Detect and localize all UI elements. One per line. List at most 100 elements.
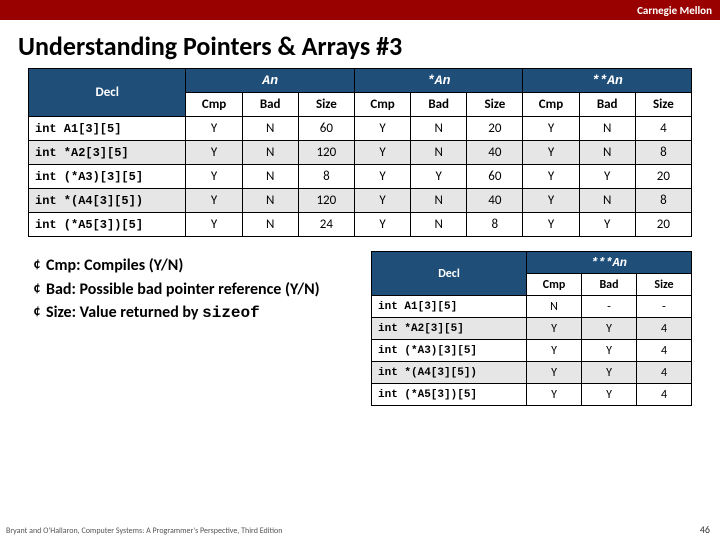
sub-size: Size <box>298 93 354 117</box>
value-cell: N <box>411 117 467 141</box>
value-cell: 8 <box>635 141 691 165</box>
sub-cmp: Cmp <box>527 274 582 296</box>
table-row: int (*A3)[3][5]YN8YY60YY20 <box>29 165 692 189</box>
sub-size: Size <box>637 274 692 296</box>
value-cell: Y <box>527 340 582 362</box>
slide-title: Understanding Pointers & Arrays #3 <box>0 20 720 68</box>
legend-bad-text: Bad: Possible bad pointer reference (Y/N… <box>46 279 320 301</box>
value-cell: Y <box>523 189 579 213</box>
decl-cell: int A1[3][5] <box>372 296 527 318</box>
value-cell: N <box>411 213 467 237</box>
value-cell: 4 <box>637 384 692 406</box>
table-row: int A1[3][5]YN60YN20YN4 <box>29 117 692 141</box>
value-cell: Y <box>186 213 242 237</box>
value-cell: 8 <box>467 213 523 237</box>
value-cell: 4 <box>635 117 691 141</box>
value-cell: N <box>411 189 467 213</box>
legend-bad: ¢ Bad: Possible bad pointer reference (Y… <box>28 279 359 301</box>
value-cell: Y <box>527 318 582 340</box>
value-cell: Y <box>582 362 637 384</box>
decl-header: Decl <box>29 69 186 117</box>
value-cell: Y <box>523 117 579 141</box>
table-row: int (*A3)[3][5]YY4 <box>372 340 692 362</box>
value-cell: Y <box>579 165 635 189</box>
decl-cell: int A1[3][5] <box>29 117 186 141</box>
value-cell: 4 <box>637 362 692 384</box>
value-cell: Y <box>582 384 637 406</box>
value-cell: Y <box>582 340 637 362</box>
value-cell: 4 <box>637 318 692 340</box>
table-row: int *A2[3][5]YY4 <box>372 318 692 340</box>
value-cell: N <box>242 141 298 165</box>
table-row: int (*A5[3])[5]YY4 <box>372 384 692 406</box>
value-cell: N <box>242 117 298 141</box>
value-cell: Y <box>411 165 467 189</box>
value-cell: N <box>411 141 467 165</box>
slide-body: Decl An *An **An Cmp Bad Size Cmp Bad Si… <box>0 68 720 406</box>
value-cell: 8 <box>635 189 691 213</box>
brand-bar: Carnegie Mellon <box>0 0 720 20</box>
value-cell: 60 <box>467 165 523 189</box>
table-row: int *(A4[3][5])YY4 <box>372 362 692 384</box>
legend-size-pre: Size: Value returned by <box>46 303 202 322</box>
sub-bad: Bad <box>411 93 467 117</box>
legend-size: ¢ Size: Value returned by sizeof <box>28 302 359 325</box>
decl-cell: int *(A4[3][5]) <box>372 362 527 384</box>
value-cell: Y <box>527 384 582 406</box>
value-cell: Y <box>354 117 410 141</box>
group-3star-an: ***An <box>527 252 692 274</box>
decl-cell: int (*A3)[3][5] <box>372 340 527 362</box>
legend: ¢ Cmp: Compiles (Y/N) ¢ Bad: Possible ba… <box>28 251 359 406</box>
bullet-icon: ¢ <box>28 302 46 325</box>
value-cell: N <box>579 189 635 213</box>
value-cell: Y <box>579 213 635 237</box>
value-cell: 24 <box>298 213 354 237</box>
sub-size: Size <box>467 93 523 117</box>
value-cell: N <box>242 189 298 213</box>
value-cell: N <box>579 117 635 141</box>
value-cell: N <box>579 141 635 165</box>
value-cell: Y <box>354 189 410 213</box>
table-row: int *(A4[3][5])YN120YN40YN8 <box>29 189 692 213</box>
value-cell: 40 <box>467 189 523 213</box>
group-an: An <box>186 69 355 93</box>
value-cell: Y <box>186 189 242 213</box>
value-cell: N <box>242 165 298 189</box>
sub-size: Size <box>635 93 691 117</box>
value-cell: 8 <box>298 165 354 189</box>
value-cell: 4 <box>637 340 692 362</box>
table-row: int (*A5[3])[5]YN24YN8YY20 <box>29 213 692 237</box>
value-cell: Y <box>523 141 579 165</box>
sub-cmp: Cmp <box>523 93 579 117</box>
value-cell: Y <box>527 362 582 384</box>
sub-bad: Bad <box>582 274 637 296</box>
bullet-icon: ¢ <box>28 255 46 277</box>
decl-cell: int *A2[3][5] <box>372 318 527 340</box>
value-cell: N <box>242 213 298 237</box>
decl-cell: int (*A3)[3][5] <box>29 165 186 189</box>
small-table: Decl ***An Cmp Bad Size int A1[3][5]N--i… <box>371 251 692 406</box>
sub-cmp: Cmp <box>354 93 410 117</box>
value-cell: Y <box>186 117 242 141</box>
value-cell: Y <box>523 165 579 189</box>
decl-cell: int (*A5[3])[5] <box>372 384 527 406</box>
bullet-icon: ¢ <box>28 279 46 301</box>
lower-row: ¢ Cmp: Compiles (Y/N) ¢ Bad: Possible ba… <box>28 251 692 406</box>
page-number: 46 <box>700 523 710 536</box>
value-cell: Y <box>523 213 579 237</box>
value-cell: 120 <box>298 141 354 165</box>
brand-text: Carnegie Mellon <box>637 4 712 17</box>
legend-size-code: sizeof <box>202 304 260 322</box>
footer-text: Bryant and O'Hallaron, Computer Systems:… <box>6 526 282 536</box>
sub-bad: Bad <box>242 93 298 117</box>
value-cell: 20 <box>635 213 691 237</box>
decl-cell: int *(A4[3][5]) <box>29 189 186 213</box>
group-starstar-an: **An <box>523 69 692 93</box>
value-cell: - <box>637 296 692 318</box>
value-cell: N <box>527 296 582 318</box>
small-decl-header: Decl <box>372 252 527 296</box>
group-star-an: *An <box>354 69 522 93</box>
sub-cmp: Cmp <box>186 93 242 117</box>
value-cell: - <box>582 296 637 318</box>
decl-cell: int *A2[3][5] <box>29 141 186 165</box>
